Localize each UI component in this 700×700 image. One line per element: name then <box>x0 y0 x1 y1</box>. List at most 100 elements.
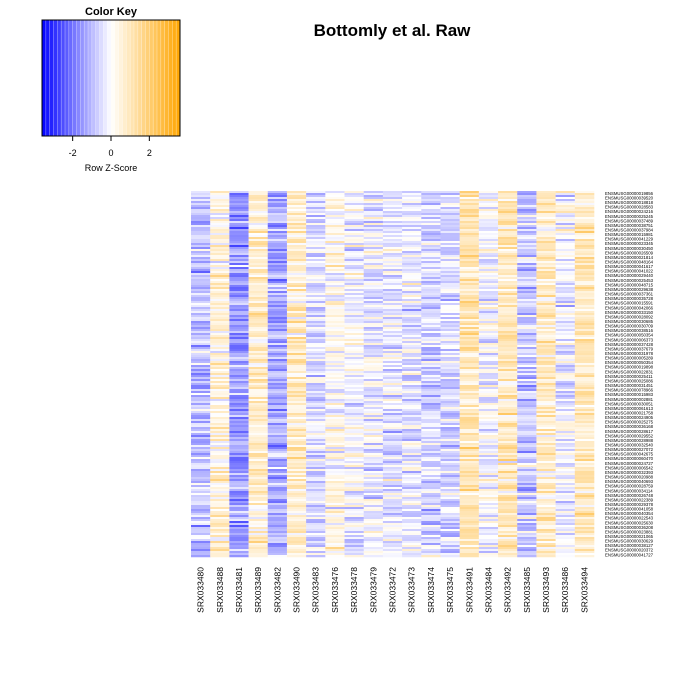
heatmap-cell <box>191 209 211 212</box>
heatmap-cell <box>267 275 288 278</box>
heatmap-cell <box>536 345 556 348</box>
color-key-gradient <box>42 20 181 136</box>
heatmap-cell <box>344 301 365 304</box>
heatmap-cell <box>459 271 480 274</box>
heatmap-cell <box>498 239 518 242</box>
heatmap-cell <box>363 537 384 540</box>
heatmap-cell <box>191 367 211 370</box>
heatmap-cell <box>325 471 345 474</box>
heatmap-cell <box>382 507 403 510</box>
heatmap-cell <box>555 441 576 444</box>
heatmap-cell <box>440 515 460 518</box>
heatmap-cell <box>498 193 518 196</box>
heatmap-cell <box>555 443 576 446</box>
heatmap-cell <box>574 247 595 250</box>
heatmap-cell <box>229 365 249 368</box>
row-label: ENSMUSG00000021065 <box>605 534 654 539</box>
heatmap-cell <box>478 419 499 422</box>
row-label: ENSMUSG00000028617 <box>605 429 654 434</box>
heatmap-cell <box>229 553 249 556</box>
heatmap-cell <box>536 201 556 204</box>
heatmap-cell <box>306 475 326 478</box>
heatmap-cell <box>440 275 460 278</box>
heatmap-cell <box>421 285 441 288</box>
heatmap-cell <box>191 545 211 548</box>
heatmap-cell <box>248 237 269 240</box>
heatmap-cell <box>498 385 518 388</box>
heatmap-cell <box>210 343 230 346</box>
heatmap-cell <box>248 341 269 344</box>
heatmap-cell <box>344 413 365 416</box>
heatmap-cell <box>478 549 499 552</box>
heatmap-cell <box>229 231 249 234</box>
heatmap-cell <box>574 209 595 212</box>
heatmap-cell <box>402 425 422 428</box>
heatmap-cell <box>191 201 211 204</box>
heatmap-cell <box>325 313 345 316</box>
heatmap-cell <box>440 417 460 420</box>
heatmap-cell <box>421 217 441 220</box>
heatmap-cell <box>555 273 576 276</box>
heatmap-cell <box>363 193 384 196</box>
heatmap-cell <box>574 321 595 324</box>
heatmap-cell <box>286 249 307 252</box>
heatmap-cell <box>440 395 460 398</box>
heatmap-cell <box>286 199 307 202</box>
heatmap-cell <box>498 501 518 504</box>
heatmap-cell <box>344 463 365 466</box>
heatmap-cell <box>286 519 307 522</box>
heatmap-cell <box>421 339 441 342</box>
heatmap-cell <box>286 355 307 358</box>
heatmap-cell <box>440 371 460 374</box>
heatmap-cell <box>536 385 556 388</box>
heatmap-cell <box>210 373 230 376</box>
heatmap-cell <box>306 389 326 392</box>
heatmap-cell <box>536 397 556 400</box>
heatmap-cell <box>421 423 441 426</box>
heatmap-cell <box>555 465 576 468</box>
heatmap-cell <box>555 459 576 462</box>
heatmap-cell <box>210 539 230 542</box>
heatmap-cell <box>248 295 269 298</box>
heatmap-cell <box>440 463 460 466</box>
heatmap-cell <box>555 407 576 410</box>
heatmap-cell <box>344 389 365 392</box>
heatmap-cell <box>440 355 460 358</box>
heatmap-cell <box>344 517 365 520</box>
heatmap-cell <box>555 225 576 228</box>
heatmap-cell <box>363 555 384 558</box>
heatmap-cell <box>421 377 441 380</box>
heatmap-cell <box>382 459 403 462</box>
heatmap-cell <box>325 377 345 380</box>
heatmap-cell <box>440 251 460 254</box>
heatmap-cell <box>421 415 441 418</box>
heatmap-cell <box>574 343 595 346</box>
heatmap-cell <box>536 271 556 274</box>
heatmap-cell <box>344 251 365 254</box>
heatmap-cell <box>402 411 422 414</box>
heatmap-cell <box>382 313 403 316</box>
heatmap-cell <box>306 283 326 286</box>
heatmap-cell <box>402 269 422 272</box>
heatmap-cell <box>325 417 345 420</box>
heatmap-cell <box>555 469 576 472</box>
heatmap-cell <box>517 191 537 194</box>
heatmap-cell <box>325 541 345 544</box>
heatmap-cell <box>248 241 269 244</box>
heatmap-cell <box>421 243 441 246</box>
heatmap-cell <box>440 415 460 418</box>
heatmap-cell <box>574 533 595 536</box>
row-label: ENSMUSG00000006373 <box>605 337 654 342</box>
heatmap-cell <box>574 235 595 238</box>
heatmap-cell <box>267 251 288 254</box>
heatmap-cell <box>267 465 288 468</box>
heatmap-cell <box>363 533 384 536</box>
heatmap-cell <box>267 203 288 206</box>
heatmap-cell <box>459 377 480 380</box>
heatmap-cell <box>267 325 288 328</box>
heatmap-cell <box>286 323 307 326</box>
row-label: ENSMUSG00000029378 <box>605 502 654 507</box>
heatmap-cell <box>517 427 537 430</box>
heatmap-cell <box>286 495 307 498</box>
heatmap-cell <box>363 501 384 504</box>
